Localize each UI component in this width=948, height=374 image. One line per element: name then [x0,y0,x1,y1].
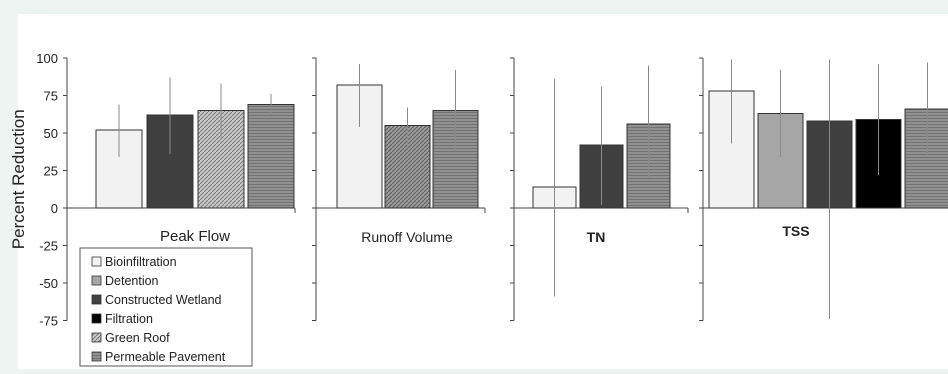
labels-layer: 100 75 50 25 0 -25 -50 -75 Percent Reduction Peak… [9,51,810,329]
legend-swatch [91,294,102,305]
legend-label: Detention [105,274,159,288]
legend-label: Bioinfiltration [105,255,177,269]
y-axis-label: Percent Reduction [9,109,28,249]
legend-box [79,247,253,367]
y-tick-label: -25 [39,239,58,254]
legend-label: Filtration [105,312,153,326]
y-tick-label: 50 [44,126,58,141]
y-tick-label: 100 [36,51,58,66]
legend-swatch [91,351,102,362]
panel-title: Peak Flow [160,228,230,245]
panel-title: Runoff Volume [361,229,453,245]
legend-label: Constructed Wetland [105,293,222,307]
panel-title: TSS [782,223,809,239]
legend-swatch [91,275,102,286]
y-tick-label: 25 [44,164,58,179]
legend-label: Green Roof [105,331,170,345]
y-tick-label: 75 [44,89,58,104]
legend-swatch [91,313,102,324]
legend-swatch [91,256,102,267]
bars-layer [95,84,948,209]
y-tick-label: 0 [51,201,58,216]
panel-title: TN [587,229,606,245]
bar [904,108,948,209]
legend-label: Permeable Pavement [105,350,226,364]
y-tick-label: -75 [39,314,58,329]
legend: Bioinfiltration Detention Constructed Wetl… [79,247,253,367]
error-bars-layer [118,59,928,319]
y-tick-label: -50 [39,276,58,291]
bar [247,104,295,209]
legend-swatch [91,332,102,343]
